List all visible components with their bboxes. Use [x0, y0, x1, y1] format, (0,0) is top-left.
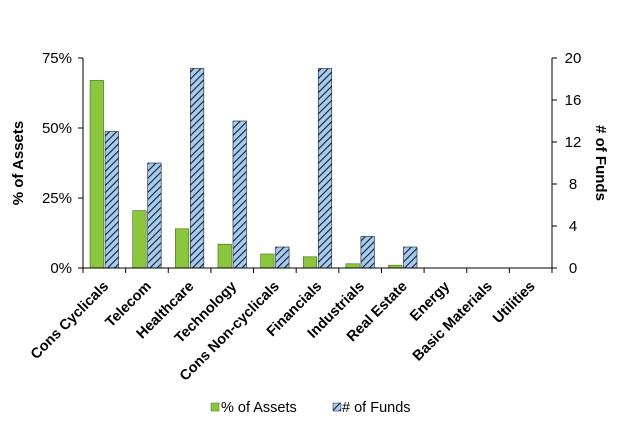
bar-assets: [217, 243, 232, 269]
y-axis-title: % of Assets: [10, 121, 27, 205]
legend-label-funds: # of Funds: [342, 400, 411, 416]
category-label: Cons Cyclicals: [28, 279, 112, 363]
right-tick-label: 16: [565, 92, 582, 109]
bar-funds: [403, 246, 418, 269]
bar-assets: [345, 263, 360, 269]
left-tick-label: 25%: [42, 190, 72, 207]
category-label: Utilities: [490, 279, 538, 327]
bar-funds: [275, 246, 290, 269]
legend: % of Assets # of Funds: [210, 400, 411, 416]
bar-funds: [104, 131, 119, 269]
right-tick-label: 8: [569, 176, 577, 193]
left-tick-label: 0%: [50, 260, 72, 277]
category-labels: Cons CyclicalsTelecomHealthcareTechnolog…: [28, 268, 553, 384]
left-tick-label: 75%: [42, 50, 72, 67]
bar-funds: [190, 68, 205, 269]
legend-swatch-funds: [332, 402, 342, 412]
right-tick-label: 0: [569, 260, 577, 277]
bar-funds: [147, 162, 162, 269]
bar-assets: [175, 228, 190, 269]
right-ticks: 0 4 8 12 16 20: [552, 50, 581, 277]
bar-assets: [132, 210, 147, 269]
bar-funds: [317, 68, 333, 269]
left-tick-label: 50%: [42, 120, 72, 137]
legend-swatch-assets: [210, 402, 220, 412]
right-tick-label: 20: [565, 50, 582, 67]
bar-assets: [89, 80, 104, 269]
bar-assets: [302, 256, 318, 269]
bar-funds: [360, 236, 375, 269]
bar-assets: [260, 253, 275, 269]
left-ticks: 0% 25% 50% 75%: [42, 50, 83, 277]
category-label: Basic Materials: [410, 279, 496, 365]
right-tick-label: 12: [565, 134, 582, 151]
bars-group: [89, 68, 418, 269]
bar-funds: [232, 120, 247, 269]
right-tick-label: 4: [569, 218, 577, 235]
y2-axis-title: # of Funds: [592, 125, 609, 201]
legend-label-assets: % of Assets: [221, 400, 297, 416]
